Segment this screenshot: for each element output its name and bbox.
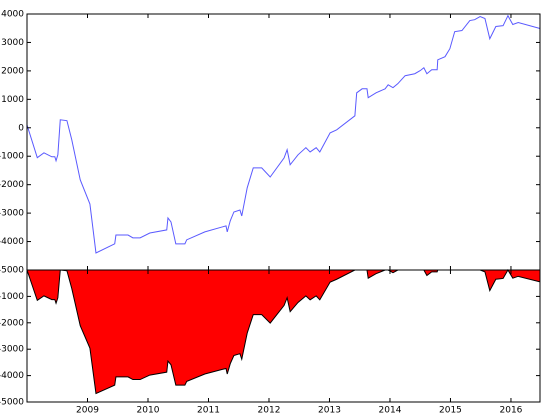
y-tick-label: -4000 <box>0 371 24 381</box>
x-tick-label: 2009 <box>76 406 99 416</box>
x-tick-label: 2015 <box>439 406 462 416</box>
axes-frame <box>26 269 541 403</box>
x-tick-label: 2011 <box>197 406 220 416</box>
x-tick-label: 2013 <box>318 406 341 416</box>
axes-frame <box>26 13 541 271</box>
x-tick-label: 2014 <box>379 406 402 416</box>
y-tick-label: -3000 <box>0 345 24 355</box>
y-tick-label: -5000 <box>0 398 24 408</box>
y-tick-label: 3000 <box>1 38 24 48</box>
line <box>26 14 541 254</box>
y-tick-label: 4000 <box>1 10 24 20</box>
x-tick-label: 2016 <box>500 406 523 416</box>
x-tick-label: 2010 <box>137 406 160 416</box>
x-tick-label: 2012 <box>258 406 281 416</box>
y-tick-label: 1000 <box>1 95 24 105</box>
y-tick-label: 2000 <box>1 66 24 76</box>
y-tick-label: -1000 <box>0 292 24 302</box>
y-tick-label: 0 <box>18 123 24 133</box>
y-tick-label: -1000 <box>0 152 24 162</box>
y-tick-label: -2000 <box>0 318 24 328</box>
y-tick-label: -4000 <box>0 237 24 247</box>
y-tick-label: -2000 <box>0 180 24 190</box>
y-tick-label: -5000 <box>0 266 24 276</box>
y-tick-label: -3000 <box>0 209 24 219</box>
area <box>26 269 541 395</box>
